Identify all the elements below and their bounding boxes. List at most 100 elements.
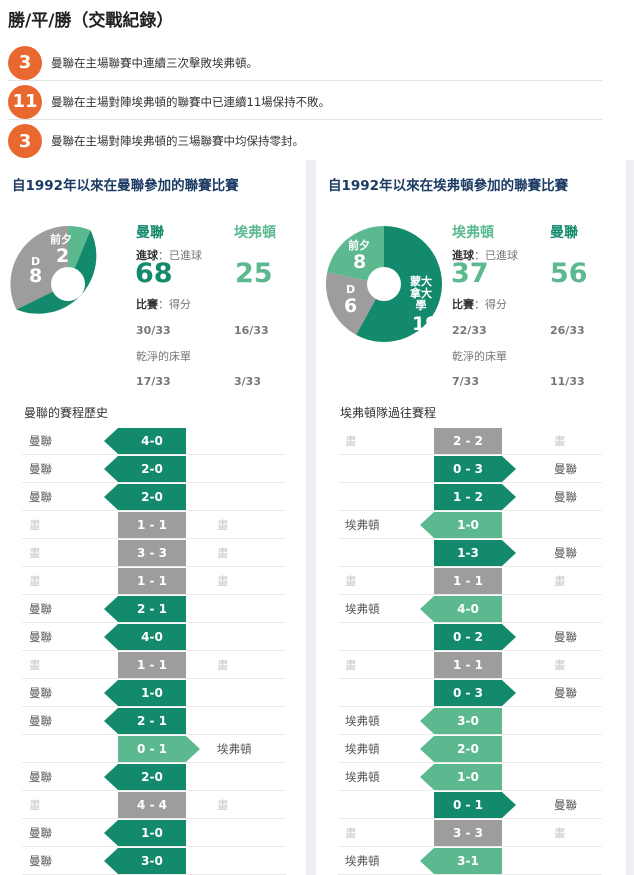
fixture-score: 0 - 3 (434, 680, 516, 706)
fixture-row[interactable]: 0 - 2 曼聯 (338, 623, 602, 651)
fact-number-badge: 3 (8, 124, 42, 158)
fixture-row[interactable]: 1-3 曼聯 (338, 539, 602, 567)
fixture-score: 1 - 1 (118, 512, 186, 538)
team-name-primary: 曼聯 (136, 225, 164, 241)
panel-heading: 自1992年以來在曼聯參加的聯賽比賽 (12, 178, 239, 194)
fixture-score: 1-0 (420, 512, 502, 538)
fixture-home-label: 畫 (345, 826, 357, 840)
goals-opponent: 25 (235, 258, 273, 289)
fixture-row[interactable]: 曼聯 4-0 (22, 623, 286, 651)
fixture-score: 3 - 3 (118, 540, 186, 566)
fixture-away-label: 畫 (554, 574, 566, 588)
goals-primary: 68 (135, 258, 173, 289)
fact-row: 3 曼聯在主場對陣埃弗頓的三場聯賽中均保持零封。 (8, 123, 602, 159)
fixture-away-label: 畫 (217, 658, 229, 672)
fixture-away-label: 畫 (217, 518, 229, 532)
goals-primary: 37 (451, 258, 489, 289)
fixture-row[interactable]: 畫 3 - 3 畫 (22, 539, 286, 567)
fixture-row[interactable]: 0 - 3 曼聯 (338, 679, 602, 707)
fixture-row[interactable]: 畫 3 - 3 畫 (338, 819, 602, 847)
fact-row: 11 曼聯在主場對陣埃弗頓的聯賽中已連續11場保持不敗。 (8, 84, 602, 120)
fixture-score: 1 - 1 (118, 652, 186, 678)
pie-loss-label: 前夕 (348, 239, 370, 252)
score-label: 比賽：得分 (452, 298, 507, 311)
fixture-row[interactable]: 埃弗頓 3-1 (338, 847, 602, 875)
fixture-row[interactable]: 畫 1 - 1 畫 (338, 567, 602, 595)
score-opponent: 26/33 (550, 324, 585, 337)
fixture-row[interactable]: 埃弗頓 3-0 (338, 707, 602, 735)
history-title: 埃弗頓隊過往賽程 (340, 406, 437, 420)
fixture-row[interactable]: 畫 1 - 1 畫 (338, 651, 602, 679)
fixture-row[interactable]: 畫 4 - 4 畫 (22, 791, 286, 819)
fixture-home-label: 埃弗頓 (345, 602, 380, 616)
clean-sheet-label: 乾淨的床單 (136, 350, 191, 363)
pie-loss-value: 8 (353, 251, 367, 273)
fixture-away-label: 曼聯 (554, 490, 577, 504)
fixture-row[interactable]: 1 - 2 曼聯 (338, 483, 602, 511)
fixture-row[interactable]: 0 - 3 曼聯 (338, 455, 602, 483)
fixture-score: 1 - 1 (434, 652, 502, 678)
fixture-row[interactable]: 畫 2 - 2 畫 (338, 427, 602, 455)
fixture-home-label: 曼聯 (29, 686, 52, 700)
fixture-row[interactable]: 曼聯 2 - 1 (22, 707, 286, 735)
fixture-row[interactable]: 曼聯 2 - 1 (22, 595, 286, 623)
fact-number-badge: 11 (8, 84, 42, 119)
fixture-row[interactable]: 曼聯 2-0 (22, 763, 286, 791)
fixture-home-label: 曼聯 (29, 630, 52, 644)
pie-draw-value: 8 (29, 265, 43, 287)
fixture-score: 0 - 2 (434, 624, 516, 650)
fixture-score: 2-0 (104, 764, 186, 790)
fixture-row[interactable]: 畫 1 - 1 畫 (22, 511, 286, 539)
pie-win-label: 蒙大拿大學 (410, 275, 432, 312)
fixture-home-label: 曼聯 (29, 434, 52, 448)
fixture-home-label: 曼聯 (29, 714, 52, 728)
fixture-score: 4-0 (420, 596, 502, 622)
fixture-score: 2-0 (420, 736, 502, 762)
fixture-away-label: 曼聯 (554, 546, 577, 560)
fixture-home-label: 畫 (345, 658, 357, 672)
fixture-score: 2-0 (104, 456, 186, 482)
everton-panel: 自1992年以來在埃弗頓參加的聯賽比賽 前夕 8 D 6 蒙大拿大學 19 埃弗… (316, 160, 626, 875)
pie-draw-label: D (346, 283, 356, 296)
fixture-row[interactable]: 埃弗頓 2-0 (338, 735, 602, 763)
fixture-row[interactable]: 曼聯 2-0 (22, 483, 286, 511)
fixture-score: 1 - 1 (118, 568, 186, 594)
team-name-opponent: 埃弗頓 (234, 225, 276, 241)
fixture-row[interactable]: 畫 1 - 1 畫 (22, 567, 286, 595)
score-opponent: 16/33 (234, 324, 269, 337)
fixture-row[interactable]: 0 - 1 埃弗頓 (22, 735, 286, 763)
fixture-row[interactable]: 埃弗頓 1-0 (338, 511, 602, 539)
fixture-home-label: 畫 (345, 434, 357, 448)
clean-sheet-label: 乾淨的床單 (452, 350, 507, 363)
fixture-row[interactable]: 曼聯 1-0 (22, 819, 286, 847)
fixture-away-label: 曼聯 (554, 686, 577, 700)
fixture-home-label: 曼聯 (29, 770, 52, 784)
fixture-away-label: 畫 (217, 546, 229, 560)
fixture-score: 0 - 1 (434, 792, 516, 818)
fact-text: 曼聯在主場對陣埃弗頓的三場聯賽中均保持零封。 (51, 134, 304, 148)
fixture-row[interactable]: 0 - 1 曼聯 (338, 791, 602, 819)
fixture-score: 1 - 1 (434, 568, 502, 594)
fixture-row[interactable]: 曼聯 3-0 (22, 847, 286, 875)
fixture-score: 1-0 (420, 764, 502, 790)
fixture-away-label: 畫 (554, 826, 566, 840)
fixture-home-label: 畫 (29, 798, 41, 812)
fixture-away-label: 曼聯 (554, 462, 577, 476)
fixture-row[interactable]: 曼聯 2-0 (22, 455, 286, 483)
pie-draw-value: 6 (344, 295, 358, 317)
manutd-panel: 自1992年以來在曼聯參加的聯賽比賽 前夕 2 D 8 蒙大拿大學 23 曼聯 … (0, 160, 306, 875)
fixture-row[interactable]: 畫 1 - 1 畫 (22, 651, 286, 679)
fixture-home-label: 畫 (29, 546, 41, 560)
fixture-row[interactable]: 埃弗頓 1-0 (338, 763, 602, 791)
page-title: 勝/平/勝（交戰紀錄） (8, 11, 174, 31)
fixture-home-label: 曼聯 (29, 602, 52, 616)
fixture-row[interactable]: 曼聯 4-0 (22, 427, 286, 455)
fixture-score: 2-0 (104, 484, 186, 510)
fixture-score: 3-0 (420, 708, 502, 734)
fixture-home-label: 埃弗頓 (345, 770, 380, 784)
fixture-home-label: 曼聯 (29, 826, 52, 840)
fixture-row[interactable]: 埃弗頓 4-0 (338, 595, 602, 623)
fixture-row[interactable]: 曼聯 1-0 (22, 679, 286, 707)
clean-opponent: 3/33 (234, 375, 261, 388)
fixture-home-label: 埃弗頓 (345, 518, 380, 532)
